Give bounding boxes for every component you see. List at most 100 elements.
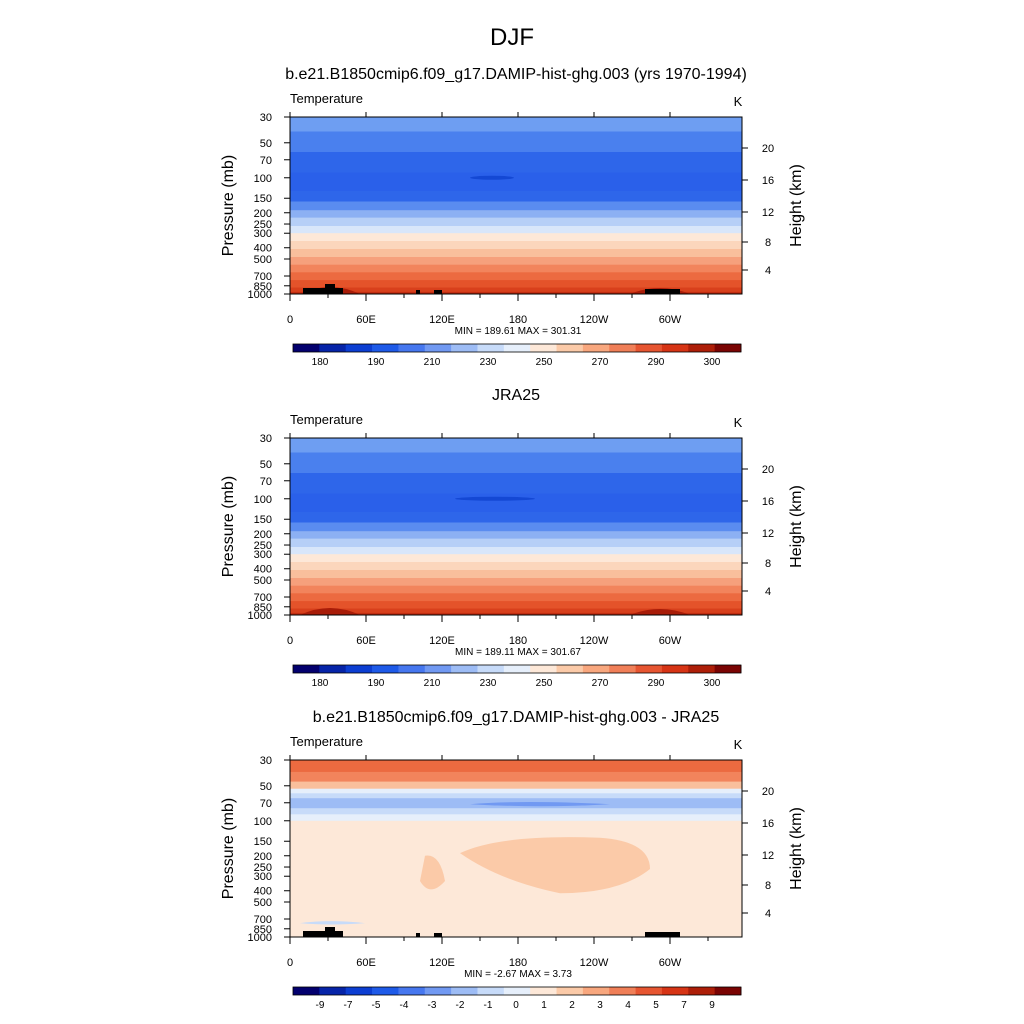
y-tick-label: 150	[254, 193, 272, 205]
y-axis-label: Pressure (mb)	[220, 798, 237, 899]
plot-frame	[289, 116, 743, 295]
x-tick-label: 60W	[659, 957, 682, 969]
field-band	[290, 570, 742, 579]
y2-tick-label: 12	[762, 528, 774, 540]
colorbar-swatch	[714, 665, 742, 673]
field-band	[290, 585, 742, 594]
colorbar-swatch	[609, 665, 636, 673]
colorbar-label: 3	[597, 1000, 603, 1011]
colorbar-label: 230	[480, 357, 497, 368]
colorbar-swatch	[293, 665, 320, 673]
panel-title: b.e21.B1850cmip6.f09_g17.DAMIP-hist-ghg.…	[313, 709, 720, 726]
y-tick-label: 500	[254, 254, 272, 266]
y-tick-label: 70	[260, 155, 272, 167]
y-tick-label: 1000	[248, 610, 272, 622]
colorbar-swatch	[582, 665, 610, 673]
colorbar-swatch	[372, 987, 399, 995]
panel-1: b.e21.B1850cmip6.f09_g17.DAMIP-hist-ghg.…	[220, 66, 805, 368]
y2-tick-label: 16	[762, 818, 774, 830]
cold-core	[470, 175, 514, 180]
y2-tick-label: 8	[765, 237, 771, 249]
colorbar-frame	[292, 986, 742, 996]
colorbar-swatch	[424, 665, 452, 673]
colorbar-swatch	[688, 665, 716, 673]
field-band	[290, 788, 742, 794]
x-tick-label: 120W	[580, 635, 609, 647]
x-tick-label: 120E	[429, 635, 455, 647]
field-band	[290, 538, 742, 548]
colorbar-label: -5	[372, 1000, 381, 1011]
colorbar-swatch	[661, 344, 689, 352]
y-tick-label: 200	[254, 208, 272, 220]
field-band	[290, 593, 742, 602]
colorbar-label: 290	[648, 357, 665, 368]
colorbar-label: 0	[513, 1000, 519, 1011]
y-tick-label: 200	[254, 851, 272, 863]
variable-label: Temperature	[290, 734, 363, 749]
y2-tick-label: 4	[765, 908, 771, 920]
colorbar-swatch	[530, 987, 557, 995]
colorbar-swatch	[503, 987, 531, 995]
x-tick-label: 120W	[580, 314, 609, 326]
field-bands	[290, 438, 742, 615]
y2-axis-label: Height (km)	[788, 485, 805, 568]
colorbar-label: 190	[368, 678, 385, 689]
colorbar-swatch	[530, 665, 557, 673]
field-band	[290, 760, 742, 773]
field-band	[290, 172, 742, 192]
field-bands	[290, 117, 742, 294]
y2-axis-label: Height (km)	[788, 164, 805, 247]
x-tick-label: 120W	[580, 957, 609, 969]
colorbar-swatch	[688, 987, 716, 995]
y-tick-label: 50	[260, 781, 272, 793]
field-band	[290, 287, 742, 293]
colorbar-frame	[292, 664, 742, 674]
field-band	[290, 814, 742, 822]
colorbar-label: 9	[709, 1000, 715, 1011]
colorbar-swatch	[477, 987, 505, 995]
colorbar-swatch	[398, 344, 426, 352]
colorbar-frame	[292, 343, 742, 353]
field-band	[290, 233, 742, 242]
plot-frame	[289, 759, 743, 938]
field-band	[290, 554, 742, 563]
y-tick-label: 300	[254, 228, 272, 240]
colorbar-label: -4	[400, 1000, 409, 1011]
colorbar-label: -3	[428, 1000, 437, 1011]
min-max-stats: MIN = 189.61 MAX = 301.31	[455, 326, 582, 337]
colorbar-label: 4	[625, 1000, 631, 1011]
field-band	[290, 152, 742, 174]
colorbar-swatch	[582, 987, 610, 995]
y-tick-label: 400	[254, 243, 272, 255]
y-tick-label: 400	[254, 886, 272, 898]
colorbar-swatch	[556, 987, 584, 995]
x-tick-label: 60E	[356, 635, 376, 647]
y-tick-label: 150	[254, 836, 272, 848]
colorbar-swatch	[372, 344, 399, 352]
topography	[645, 289, 680, 294]
y-tick-label: 500	[254, 575, 272, 587]
colorbar-label: 230	[480, 678, 497, 689]
panel-title: b.e21.B1850cmip6.f09_g17.DAMIP-hist-ghg.…	[285, 66, 747, 83]
x-tick-label: 120E	[429, 314, 455, 326]
topography	[303, 288, 343, 294]
x-tick-label: 180	[509, 635, 527, 647]
colorbar-swatch	[319, 987, 347, 995]
y2-tick-label: 12	[762, 207, 774, 219]
field-band	[290, 547, 742, 555]
colorbar-label: 180	[312, 357, 329, 368]
colorbar-swatch	[477, 344, 505, 352]
field-band	[290, 249, 742, 258]
colorbar-swatch	[293, 344, 320, 352]
colorbar-swatch	[424, 987, 452, 995]
x-tick-label: 60W	[659, 314, 682, 326]
field-band	[290, 291, 742, 294]
field-band	[290, 771, 742, 783]
y-tick-label: 150	[254, 514, 272, 526]
colorbar-swatch	[635, 665, 663, 673]
variable-label: Temperature	[290, 91, 363, 106]
y-axis-label: Pressure (mb)	[220, 476, 237, 577]
colorbar-label: 190	[368, 357, 385, 368]
plot-frame	[289, 437, 743, 616]
x-tick-label: 60W	[659, 635, 682, 647]
